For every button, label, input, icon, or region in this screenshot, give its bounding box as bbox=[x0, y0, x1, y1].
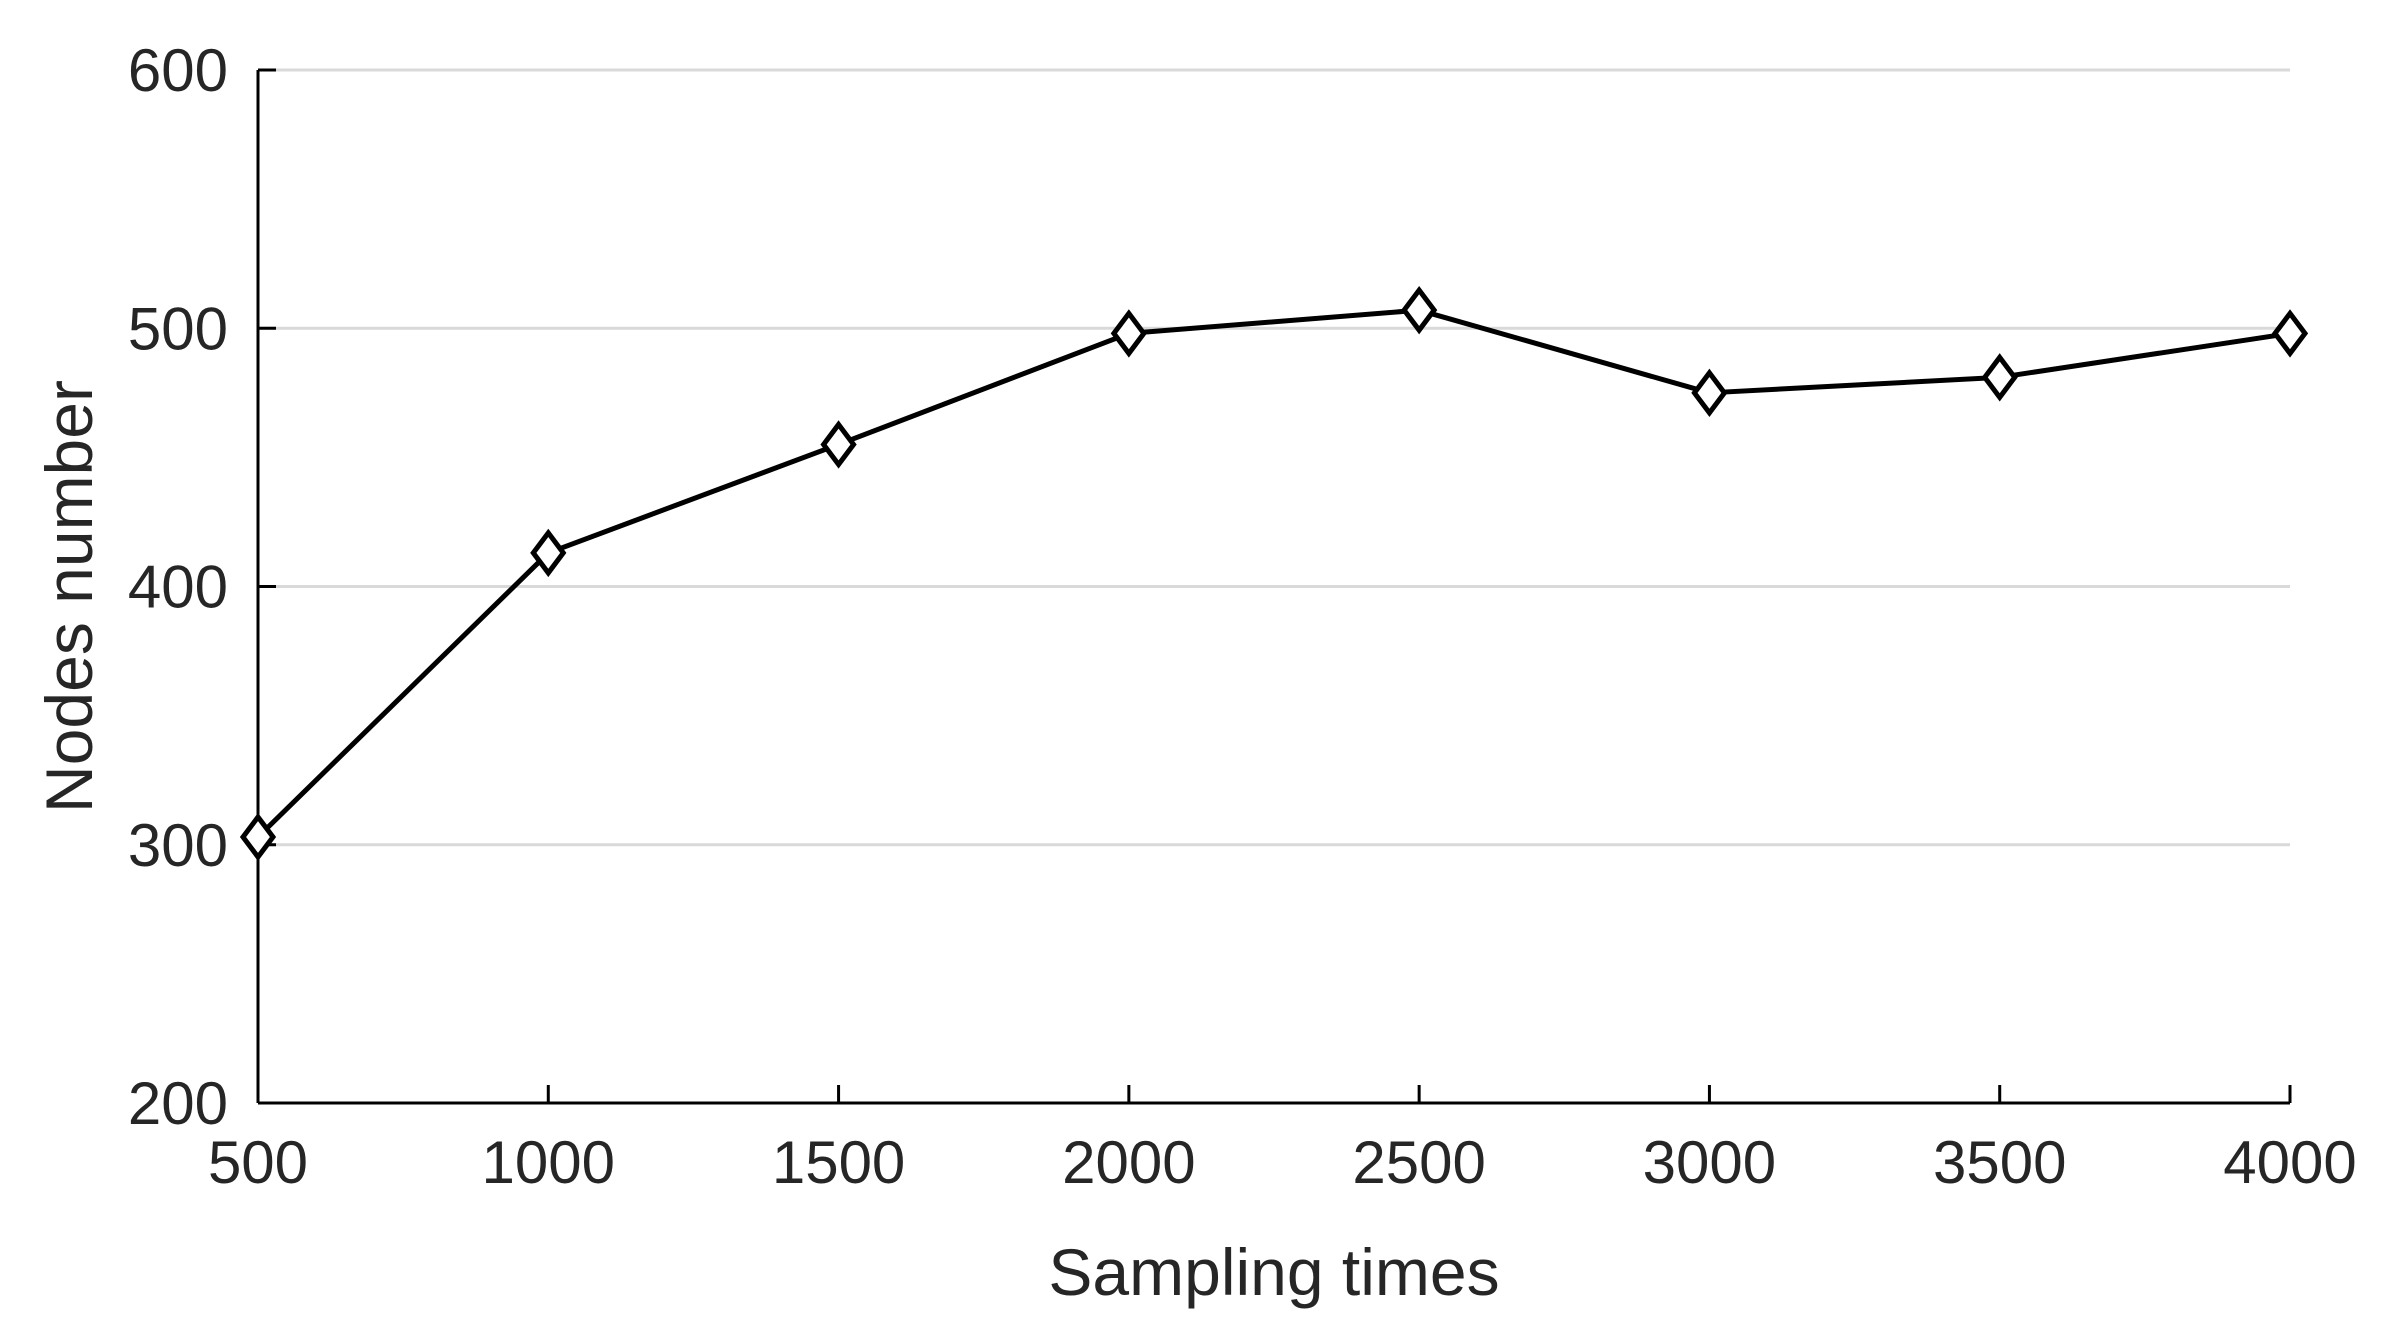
x-tick-label-2500: 2500 bbox=[1352, 1129, 1485, 1196]
y-axis-title: Nodes number bbox=[32, 380, 106, 813]
x-tick-label-500: 500 bbox=[208, 1129, 308, 1196]
x-tick-label-2000: 2000 bbox=[1062, 1129, 1195, 1196]
y-tick-label-300: 300 bbox=[128, 812, 228, 879]
x-tick-label-1000: 1000 bbox=[482, 1129, 615, 1196]
y-tick-label-600: 600 bbox=[128, 37, 228, 104]
axes bbox=[256, 68, 2292, 1105]
data-point-2000 bbox=[1110, 309, 1147, 358]
data-point-2500 bbox=[1401, 286, 1438, 335]
data-point-3500 bbox=[1981, 353, 2018, 402]
data-point-3000 bbox=[1691, 368, 1728, 417]
x-tick-label-4000: 4000 bbox=[2223, 1129, 2356, 1196]
x-axis-title: Sampling times bbox=[1048, 1235, 1499, 1309]
y-tick-label-400: 400 bbox=[128, 554, 228, 621]
series-line-0 bbox=[256, 307, 2291, 839]
y-tick-label-200: 200 bbox=[128, 1070, 228, 1137]
data-point-4000 bbox=[2271, 309, 2309, 358]
tick-labels: 200 300 400 500 600 500 1000 1500 2000 2500 3000 35… bbox=[128, 37, 2357, 1196]
y-tick-label-500: 500 bbox=[128, 295, 228, 362]
x-tick-label-3000: 3000 bbox=[1643, 1129, 1776, 1196]
data-point-1500 bbox=[820, 420, 857, 469]
x-tick-label-1500: 1500 bbox=[772, 1129, 905, 1196]
data-point-1000 bbox=[530, 528, 567, 578]
data-series bbox=[239, 286, 2309, 862]
x-tick-label-3500: 3500 bbox=[1933, 1129, 2066, 1196]
grid-lines bbox=[258, 68, 2290, 847]
data-point-500 bbox=[239, 812, 277, 862]
